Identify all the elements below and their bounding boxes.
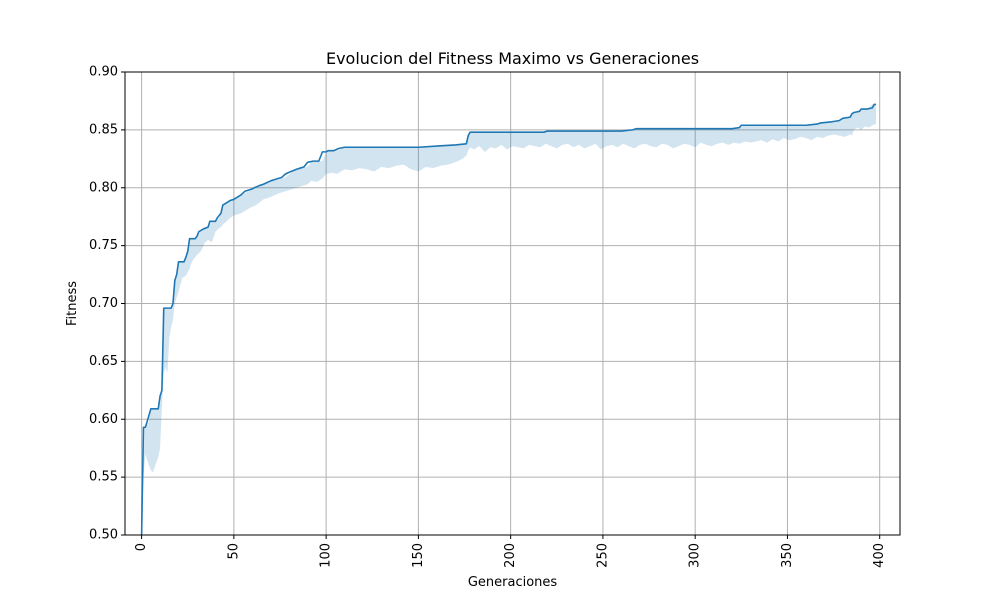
x-tick-label: 50	[226, 543, 241, 560]
y-tick-label: 0.70	[89, 296, 118, 311]
max-fitness-line	[140, 103, 877, 536]
chart-title: Evolucion del Fitness Maximo vs Generaci…	[326, 49, 699, 68]
axis-ticks: 0 50 100 150 200 250 300 350 400 0.50 0.55 0.60 0.65…	[89, 65, 887, 568]
x-tick-label: 350	[780, 543, 795, 568]
x-tick-label: 400	[872, 543, 887, 568]
y-tick-label: 0.90	[89, 65, 118, 80]
x-tick-label: 150	[411, 543, 426, 568]
x-axis-label: Generaciones	[468, 575, 558, 590]
x-tick-label: 300	[688, 543, 703, 568]
y-tick-label: 0.80	[89, 180, 118, 195]
y-tick-label: 0.75	[89, 238, 118, 253]
y-tick-label: 0.50	[89, 528, 118, 543]
y-tick-label: 0.85	[89, 122, 118, 137]
y-tick-label: 0.60	[89, 412, 118, 427]
x-tick-label: 0	[134, 543, 149, 551]
fitness-line	[140, 103, 877, 536]
y-axis-label: Fitness	[65, 281, 80, 326]
y-tick-label: 0.65	[89, 354, 118, 369]
x-tick-label: 100	[319, 543, 334, 568]
x-tick-label: 250	[595, 543, 610, 568]
y-tick-label: 0.55	[89, 470, 118, 485]
x-tick-label: 200	[503, 543, 518, 568]
